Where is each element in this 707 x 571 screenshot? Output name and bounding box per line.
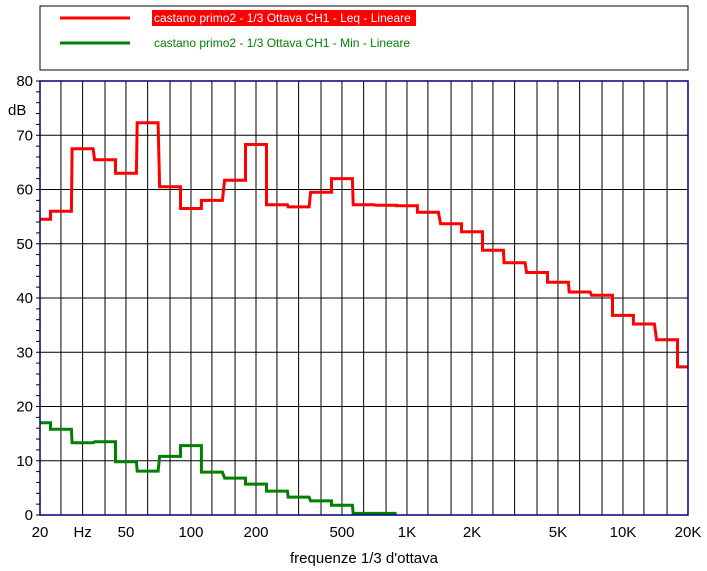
y-tick-label: 60 [16, 182, 33, 199]
x-tick-label: 10K [610, 524, 637, 541]
x-tick-label: 100 [178, 524, 203, 541]
y-tick-label: 80 [16, 73, 33, 90]
legend-highlight-leq [152, 10, 416, 26]
x-tick-label: 5K [549, 524, 567, 541]
series-line-0 [40, 121, 688, 369]
y-tick-label: 20 [16, 399, 33, 416]
legend-label-leq: castano primo2 - 1/3 Ottava CH1 - Leq - … [154, 11, 411, 25]
y-tick-label: 70 [16, 127, 33, 144]
x-tick-label: Hz [73, 524, 91, 541]
x-tick-label: 500 [329, 524, 354, 541]
y-axis: 0 10 20 30 40 50 60 70 80 [16, 73, 40, 524]
y-tick-label: 50 [16, 236, 33, 253]
x-tick-label: 20 [32, 524, 49, 541]
x-axis: 20 Hz 50 100 200 500 1K 2K 5K 10K 20K [32, 524, 702, 541]
y-tick-label: 0 [25, 507, 33, 524]
x-tick-label: 50 [118, 524, 135, 541]
x-tick-label: 200 [243, 524, 268, 541]
y-tick-label: 40 [16, 290, 33, 307]
legend-label-min: castano primo2 - 1/3 Ottava CH1 - Min - … [154, 36, 410, 50]
x-tick-label: 1K [398, 524, 416, 541]
series-layer [40, 121, 688, 515]
y-axis-label: dB [8, 102, 26, 119]
y-tick-label: 30 [16, 344, 33, 361]
series-line-1 [40, 421, 397, 515]
x-axis-label: frequenze 1/3 d'ottava [290, 550, 439, 567]
x-tick-label: 20K [675, 524, 702, 541]
y-tick-label: 10 [16, 453, 33, 470]
x-tick-label: 2K [463, 524, 481, 541]
